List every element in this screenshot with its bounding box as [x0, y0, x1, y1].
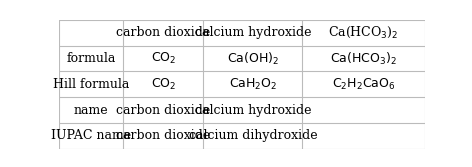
Text: $\mathrm{C_2H_2CaO_6}$: $\mathrm{C_2H_2CaO_6}$ [332, 77, 396, 92]
Text: $\mathrm{CO_2}$: $\mathrm{CO_2}$ [151, 51, 176, 66]
Text: Ca(HCO$_3$)$_2$: Ca(HCO$_3$)$_2$ [329, 25, 399, 41]
Text: carbon dioxide: carbon dioxide [116, 129, 211, 142]
Text: Hill formula: Hill formula [53, 78, 129, 91]
Text: carbon dioxide: carbon dioxide [116, 104, 211, 117]
Text: $\mathrm{Ca(HCO_3)_2}$: $\mathrm{Ca(HCO_3)_2}$ [330, 51, 397, 67]
Text: calcium hydroxide: calcium hydroxide [194, 104, 311, 117]
Text: calcium dihydroxide: calcium dihydroxide [188, 129, 317, 142]
Text: $\mathrm{Ca(OH)_2}$: $\mathrm{Ca(OH)_2}$ [227, 51, 279, 67]
Text: $\mathrm{CaH_2O_2}$: $\mathrm{CaH_2O_2}$ [228, 77, 277, 92]
Text: name: name [74, 104, 108, 117]
Text: calcium hydroxide: calcium hydroxide [194, 26, 311, 39]
Text: carbon dioxide: carbon dioxide [116, 26, 211, 39]
Text: $\mathrm{CO_2}$: $\mathrm{CO_2}$ [151, 77, 176, 92]
Text: IUPAC name: IUPAC name [51, 129, 131, 142]
Text: formula: formula [67, 52, 116, 65]
